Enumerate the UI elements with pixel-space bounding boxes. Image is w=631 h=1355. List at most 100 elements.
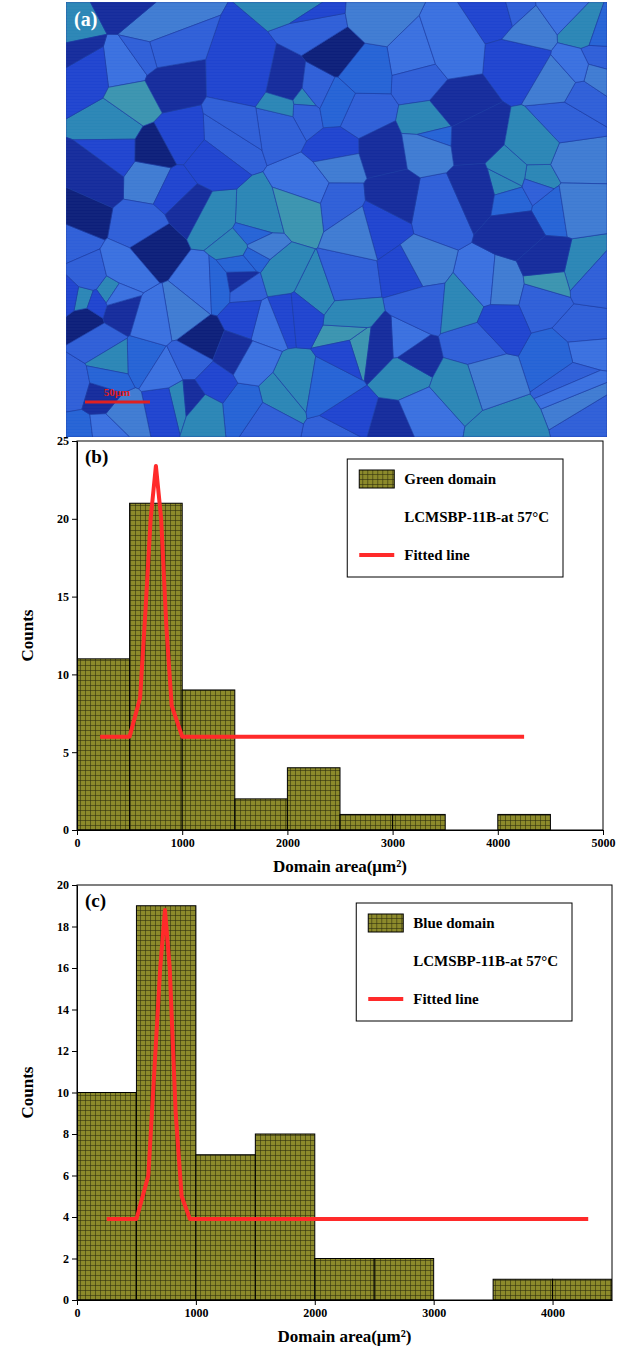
scan-line: [66, 32, 607, 33]
y-axis-line: [77, 442, 78, 831]
scale-bar: [85, 401, 150, 404]
y-tick-mark: [72, 1300, 77, 1301]
scan-line: [66, 26, 607, 27]
scan-line: [66, 293, 607, 294]
y-tick-label: 10: [57, 668, 69, 682]
scan-line: [66, 239, 607, 240]
y-tick: 5: [63, 746, 77, 760]
grain: [391, 64, 448, 105]
scan-line: [66, 95, 607, 96]
scan-line: [66, 395, 607, 396]
grain: [100, 238, 160, 293]
bar: [77, 659, 130, 830]
scan-line: [66, 8, 607, 9]
scan-line: [66, 23, 607, 24]
scan-line: [66, 11, 607, 12]
scan-line: [66, 302, 607, 303]
grain: [534, 370, 607, 409]
grain: [440, 272, 483, 333]
scan-line: [66, 428, 607, 429]
scan-line: [66, 392, 607, 393]
scan-line: [66, 104, 607, 105]
scan-line: [66, 329, 607, 330]
scan-line: [66, 182, 607, 183]
scan-line: [66, 146, 607, 147]
scan-line: [66, 164, 607, 165]
scan-line: [66, 125, 607, 126]
y-axis: 02468101214161820: [57, 878, 78, 1307]
scan-line: [66, 263, 607, 264]
y-tick-mark: [72, 830, 77, 831]
y-axis-title: Counts: [18, 1066, 37, 1118]
scan-line: [66, 365, 607, 366]
scan-line: [66, 389, 607, 390]
y-tick-mark: [72, 441, 77, 442]
scan-line: [66, 368, 607, 369]
grain: [383, 283, 445, 336]
scan-line: [66, 71, 607, 72]
x-tick-mark: [287, 830, 288, 835]
x-tick: 2000: [276, 830, 300, 850]
scan-line: [66, 185, 607, 186]
grain: [589, 2, 607, 46]
x-tick: 4000: [486, 830, 510, 850]
x-tick-label: 0: [75, 1306, 81, 1320]
scan-line: [66, 407, 607, 408]
bar: [235, 799, 288, 830]
x-tick: 4000: [541, 1300, 565, 1320]
x-tick: 1000: [171, 830, 195, 850]
x-tick-label: 4000: [541, 1306, 565, 1320]
y-tick-label: 6: [63, 1169, 69, 1183]
scan-line: [66, 179, 607, 180]
scan-line: [66, 50, 607, 51]
scan-line: [66, 431, 607, 432]
scan-line: [66, 212, 607, 213]
x-axis-title: Domain area(μm²): [273, 857, 407, 876]
bar: [498, 814, 551, 830]
scan-line: [66, 149, 607, 150]
legend-label: Fitted line: [413, 991, 479, 1007]
x-tick-label: 2000: [276, 836, 300, 850]
scan-line: [66, 242, 607, 243]
scan-line: [66, 308, 607, 309]
y-tick-mark: [72, 1010, 77, 1011]
grain: [536, 2, 590, 35]
x-tick: 3000: [422, 1300, 446, 1320]
x-axis: 01000200030004000: [75, 1300, 613, 1320]
scan-line: [66, 167, 607, 168]
plot-frame: [77, 441, 603, 830]
legend-box: [347, 459, 563, 577]
bar: [340, 814, 393, 830]
legend-box: [356, 903, 572, 1021]
scan-line: [66, 56, 607, 57]
y-tick-mark: [72, 519, 77, 520]
y-tick: 10: [57, 1086, 77, 1100]
y-tick: 6: [63, 1169, 77, 1183]
grain: [233, 341, 282, 386]
grain: [516, 235, 571, 276]
scan-line: [66, 317, 607, 318]
scan-line: [66, 338, 607, 339]
y-tick: 14: [57, 1003, 77, 1017]
grain: [477, 305, 531, 356]
y-tick: 2: [63, 1252, 77, 1266]
bar: [374, 1259, 433, 1301]
scan-line: [66, 116, 607, 117]
scan-line: [66, 176, 607, 177]
y-tick-label: 4: [63, 1210, 69, 1224]
x-tick-mark: [315, 1300, 316, 1305]
scan-line: [66, 275, 607, 276]
scan-line: [66, 107, 607, 108]
figure: 50μm(a)0100020003000400050000510152025Do…: [0, 0, 631, 1355]
scan-line: [66, 86, 607, 87]
y-tick-label: 0: [63, 1293, 69, 1307]
bar: [287, 768, 340, 830]
scan-line: [66, 206, 607, 207]
bar: [393, 814, 446, 830]
y-tick-label: 2: [63, 1252, 69, 1266]
y-tick: 0: [63, 1293, 77, 1307]
scan-line: [66, 296, 607, 297]
scan-line: [66, 188, 607, 189]
scan-line: [66, 269, 607, 270]
scan-line: [66, 410, 607, 411]
